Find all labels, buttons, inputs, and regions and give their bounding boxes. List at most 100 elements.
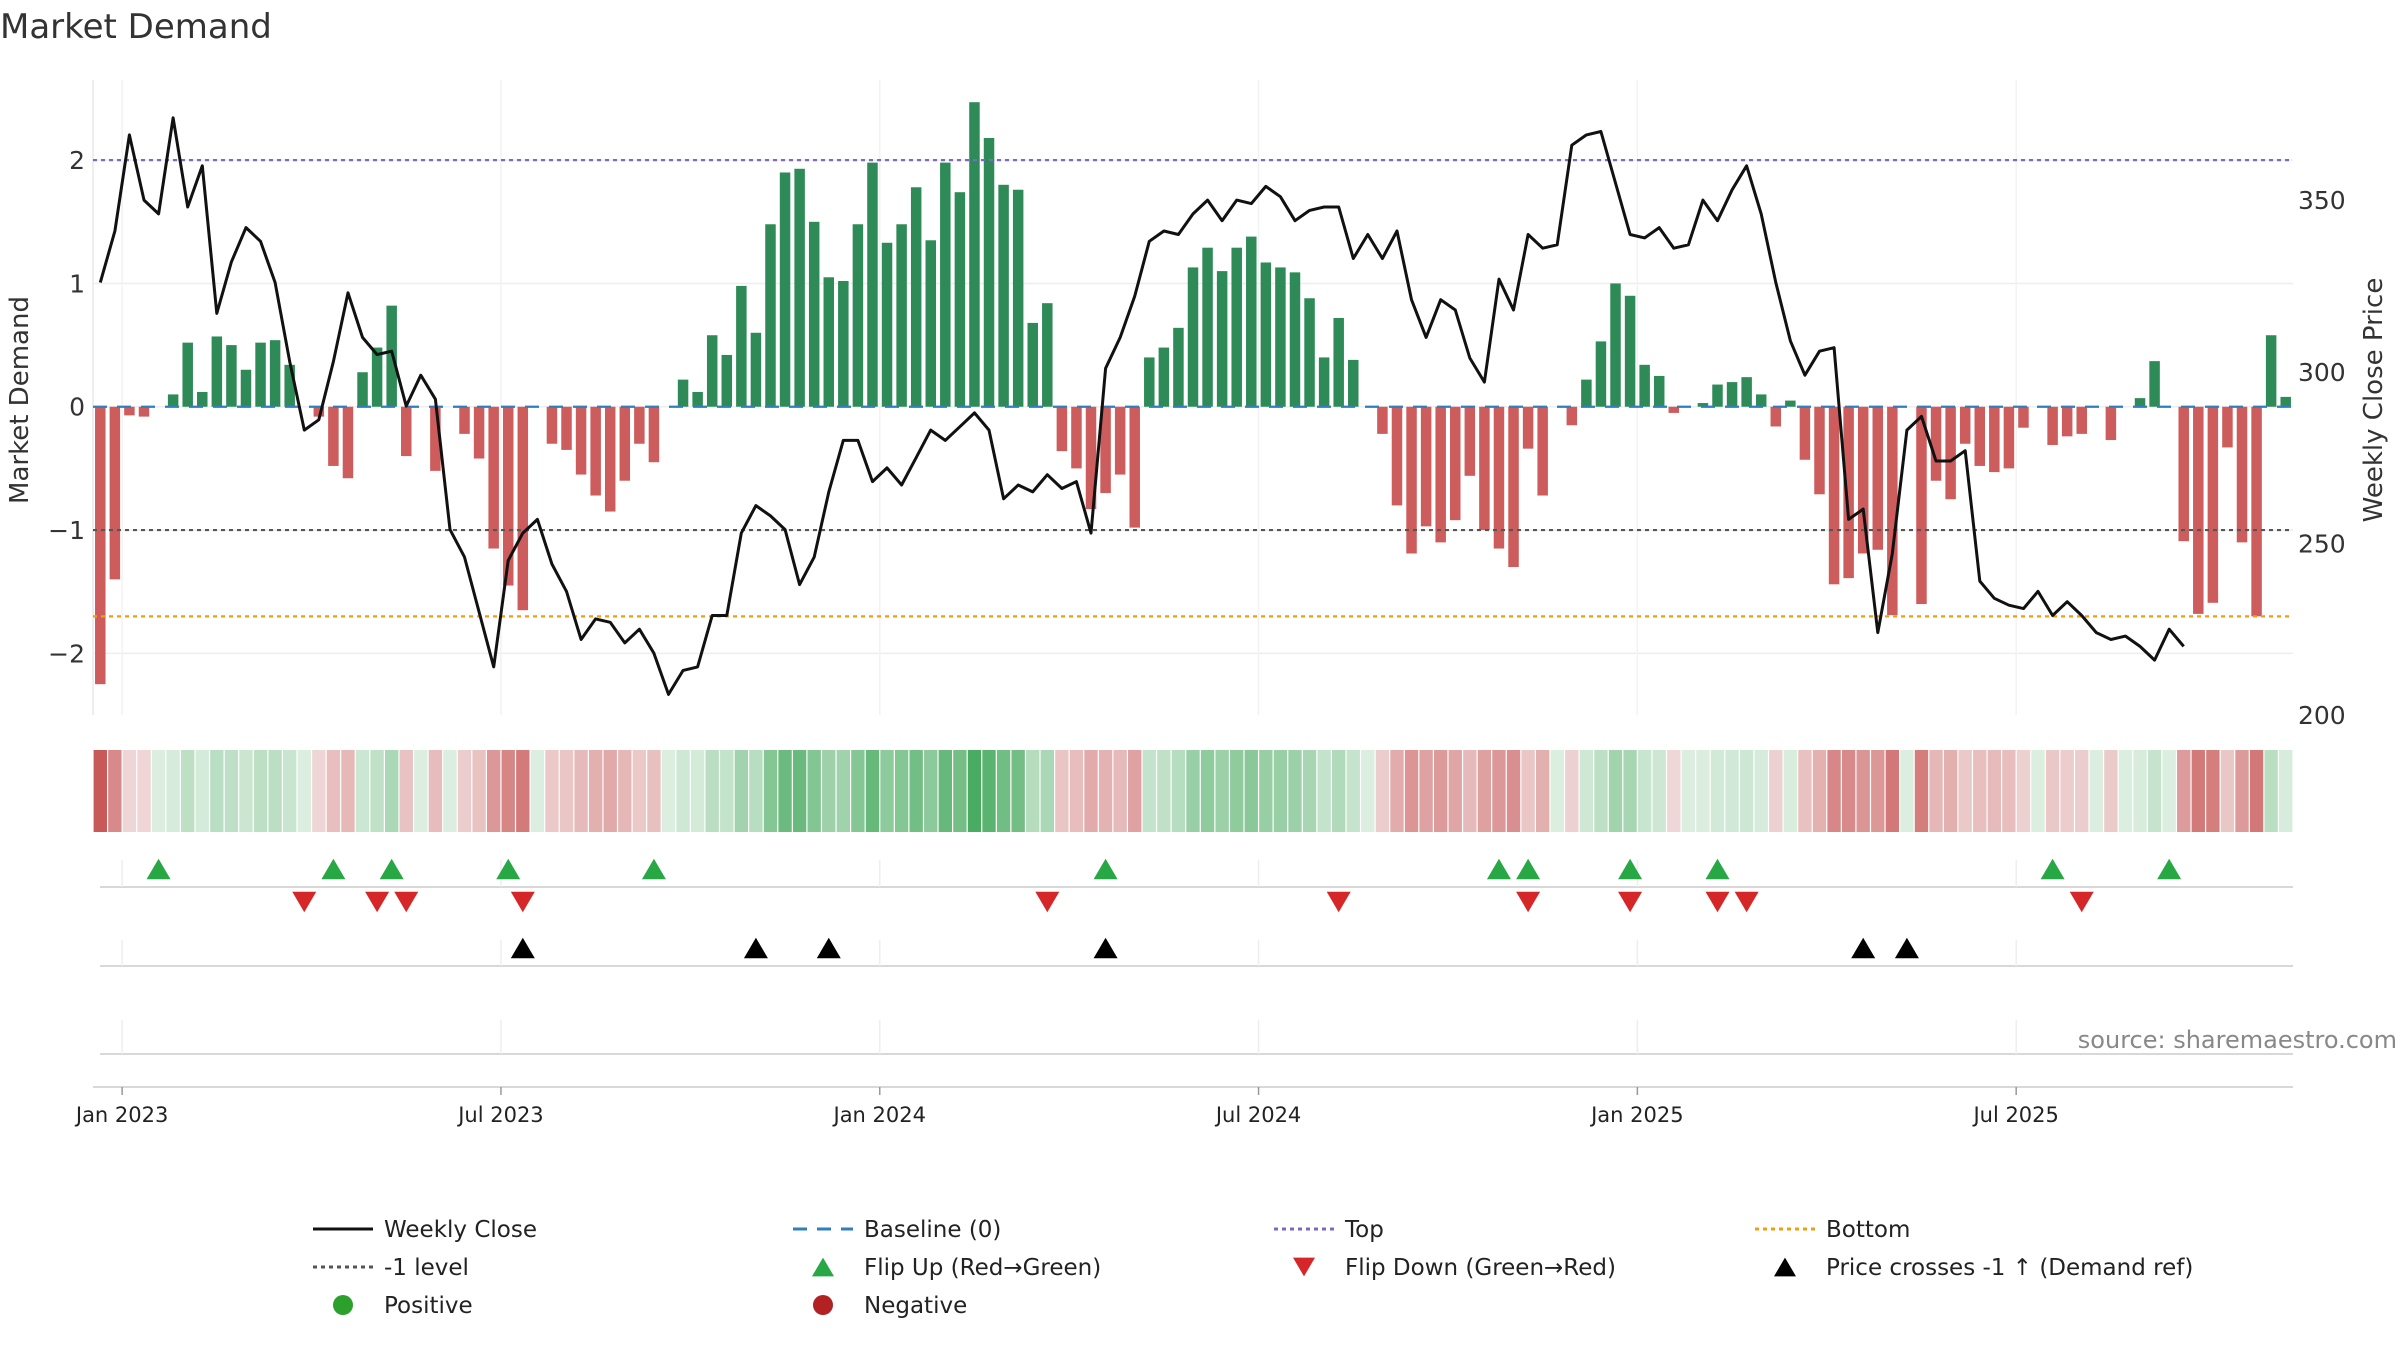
heat-cell — [195, 750, 209, 832]
heat-cell — [1725, 750, 1739, 832]
heat-cell — [1871, 750, 1885, 832]
heat-cell — [1361, 750, 1375, 832]
demand-bar — [969, 102, 980, 407]
heat-cell — [851, 750, 865, 832]
demand-bar — [896, 224, 907, 407]
demand-bar — [2047, 406, 2058, 445]
heat-cell — [1521, 750, 1535, 832]
demand-bar — [2207, 406, 2219, 603]
heat-cell — [822, 750, 836, 832]
demand-bar — [852, 224, 864, 407]
demand-bar — [1653, 375, 1665, 407]
heat-cell — [1448, 750, 1462, 832]
heat-cell — [2118, 750, 2133, 832]
heat-cell — [2133, 750, 2147, 832]
heat-cell — [1827, 750, 1841, 832]
x-axis: Jan 2023 Jul 2023 Jan 2024 Jul 2024 Jan 2025… — [74, 1086, 2293, 1127]
heat-cell — [399, 750, 413, 832]
heat-cell — [545, 750, 559, 832]
y-tick-left: −2 — [48, 639, 85, 668]
demand-bar — [1144, 357, 1155, 407]
heat-cell — [312, 750, 326, 832]
x-tick-label: Jul 2025 — [1971, 1103, 2058, 1127]
demand-bar — [1610, 283, 1621, 407]
demand-bar — [197, 391, 208, 407]
flip-down-marker — [1734, 891, 1759, 913]
demand-bar — [357, 372, 368, 407]
heat-cell — [1113, 750, 1127, 832]
heat-cell — [268, 750, 282, 832]
demand-bar — [1887, 406, 1898, 616]
heat-cell — [749, 750, 763, 832]
heat-cell — [370, 750, 384, 832]
demand-bar — [677, 379, 689, 407]
legend-item: Positive — [333, 1293, 473, 1319]
heat-cell — [2279, 750, 2293, 832]
demand-bar — [1012, 189, 1024, 407]
demand-bar — [983, 137, 995, 407]
x-tick-label: Jul 2023 — [456, 1103, 543, 1127]
demand-bar — [1726, 382, 1738, 407]
demand-bar — [1493, 406, 1505, 549]
flip-up-marker — [1705, 858, 1730, 880]
legend-label: Baseline (0) — [864, 1217, 1001, 1243]
demand-bar — [2061, 406, 2073, 437]
heat-cell — [1710, 750, 1725, 832]
demand-bar — [1450, 406, 1461, 521]
flip-up-marker — [496, 858, 521, 880]
heat-cell — [1681, 750, 1696, 832]
demand-bar — [211, 336, 223, 407]
legend-label: Negative — [864, 1293, 967, 1319]
flip-up-marker — [321, 858, 346, 880]
demand-bar — [1114, 406, 1126, 475]
heat-cell — [1084, 750, 1098, 832]
heat-cell — [1652, 750, 1666, 832]
heat-cell — [1332, 750, 1346, 832]
demand-bar — [1304, 298, 1315, 407]
demand-bar — [1828, 406, 1840, 585]
heat-cell — [384, 750, 399, 832]
heat-cell — [1769, 750, 1783, 832]
heat-cell — [1637, 750, 1652, 832]
demand-bar — [1071, 406, 1082, 469]
heat-cell — [1929, 750, 1943, 832]
heat-cell — [1244, 750, 1258, 832]
demand-bar — [546, 406, 558, 444]
demand-bar — [1814, 406, 1825, 495]
demand-bar — [2265, 335, 2277, 407]
legend-swatch — [813, 1295, 833, 1315]
demand-bar — [1202, 247, 1213, 407]
heat-cell — [486, 750, 501, 832]
legend-item: Negative — [813, 1293, 967, 1319]
heat-cell — [1608, 750, 1623, 832]
demand-bar — [182, 342, 193, 407]
flip-up-marker — [2040, 858, 2065, 880]
legend-item: Baseline (0) — [793, 1217, 1001, 1243]
heat-cell — [516, 750, 530, 832]
demand-bar — [1712, 384, 1723, 407]
flip-down-marker — [365, 891, 390, 913]
demand-bar — [561, 406, 572, 450]
heat-cell — [2206, 750, 2220, 832]
heat-cell — [1157, 750, 1171, 832]
heat-cell — [297, 750, 311, 832]
heat-cell — [574, 750, 588, 832]
heat-cell — [676, 750, 690, 832]
demand-heat-strip — [93, 750, 2293, 832]
demand-bar — [881, 242, 893, 407]
demand-bar — [284, 364, 295, 407]
heat-cell — [1812, 750, 1827, 832]
demand-bar — [2251, 406, 2262, 617]
heat-cell — [443, 750, 457, 832]
heat-cell — [1798, 750, 1812, 832]
demand-bar — [1916, 406, 1927, 605]
price-cross-marker — [1851, 937, 1876, 959]
demand-bar — [2134, 398, 2146, 407]
heat-cell — [166, 750, 180, 832]
legend-label: Positive — [384, 1293, 473, 1319]
heat-cell — [1317, 750, 1331, 832]
demand-bar — [794, 168, 805, 407]
demand-bar — [1158, 347, 1170, 407]
heat-cell — [2016, 750, 2031, 832]
heat-cell — [1856, 750, 1870, 832]
